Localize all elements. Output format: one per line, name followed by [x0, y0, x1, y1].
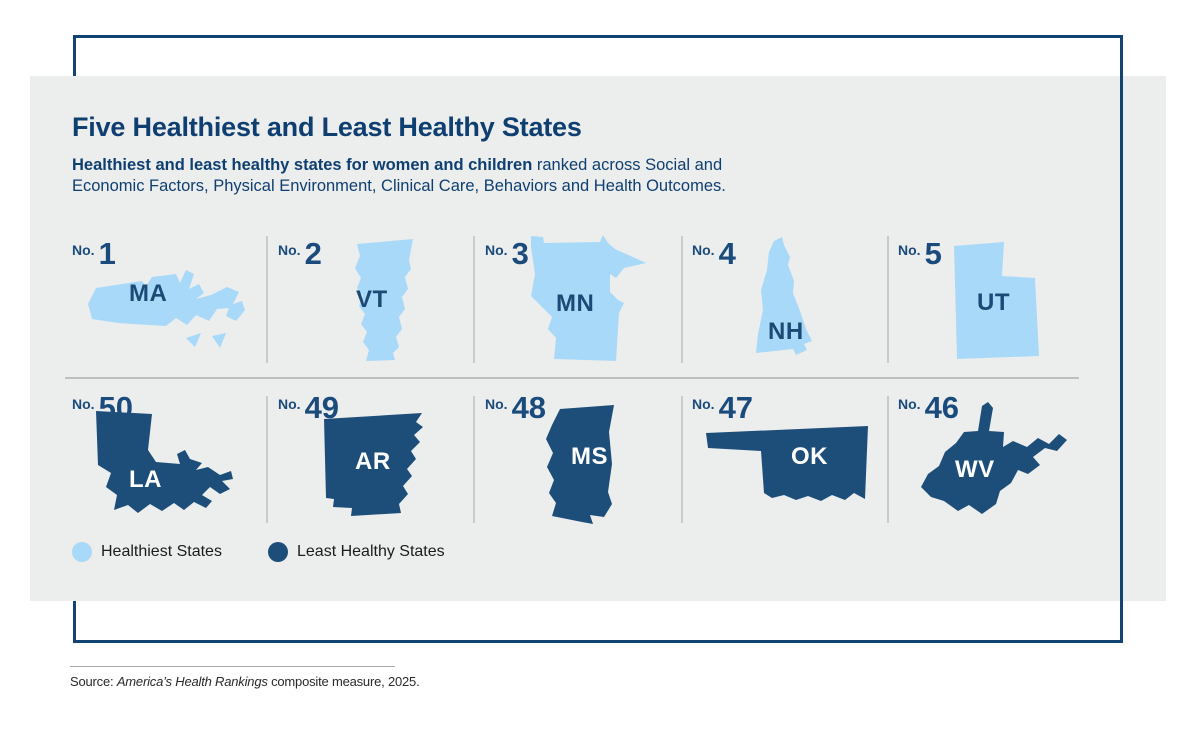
rank-number: 47	[718, 390, 754, 425]
massachusetts-map-icon	[88, 270, 245, 348]
state-abbr: VT	[356, 286, 388, 313]
source-prefix: Source:	[70, 674, 117, 689]
rank-prefix: No.	[898, 242, 921, 258]
column-divider	[266, 236, 268, 363]
frame-border-right	[1120, 35, 1123, 643]
rank-number: 1	[98, 236, 116, 271]
rank-label-4: No. 4	[692, 238, 736, 269]
source-divider	[70, 666, 395, 667]
rank-label-2: No. 2	[278, 238, 322, 269]
rank-prefix: No.	[485, 242, 508, 258]
state-shape-massachusetts: MA	[84, 262, 248, 360]
page-title: Five Healthiest and Least Healthy States	[72, 112, 582, 142]
state-abbr: AR	[355, 448, 391, 475]
state-shape-louisiana: LA	[85, 408, 235, 521]
state-abbr: OK	[791, 443, 828, 470]
column-divider	[887, 236, 889, 363]
rank-prefix: No.	[485, 396, 508, 412]
west-virginia-map-icon	[921, 402, 1067, 514]
state-abbr: UT	[977, 289, 1010, 316]
source-publication: America’s Health Rankings	[116, 674, 268, 689]
rank-number: 5	[924, 236, 942, 271]
rank-number: 49	[304, 390, 340, 425]
source-suffix: composite measure, 2025.	[267, 674, 420, 689]
rank-prefix: No.	[278, 396, 301, 412]
rank-number: 2	[304, 236, 322, 271]
state-shape-mississippi: MS	[538, 404, 626, 525]
arkansas-map-icon	[324, 413, 423, 516]
new-hampshire-map-icon	[756, 237, 812, 355]
vermont-map-icon	[355, 239, 413, 361]
rank-number: 48	[511, 390, 547, 425]
rank-prefix: No.	[72, 242, 95, 258]
source-note: Source: America’s Health Rankings compos…	[70, 674, 420, 689]
legend-item-healthiest: Healthiest States	[72, 542, 222, 562]
utah-map-icon	[954, 242, 1039, 359]
column-divider	[473, 236, 475, 363]
subtitle-bold-text: Healthiest and least healthy states for …	[72, 156, 533, 174]
rank-prefix: No.	[898, 396, 921, 412]
louisiana-map-icon	[96, 411, 233, 513]
column-divider	[473, 396, 475, 523]
rank-label-5: No. 5	[898, 238, 942, 269]
rank-label-46: No. 46	[898, 392, 959, 423]
rank-label-1: No. 1	[72, 238, 116, 269]
rank-label-49: No. 49	[278, 392, 339, 423]
rank-label-47: No. 47	[692, 392, 753, 423]
rank-label-48: No. 48	[485, 392, 546, 423]
rank-number: 3	[511, 236, 529, 271]
state-shape-west-virginia: WV	[912, 400, 1075, 525]
state-abbr: WV	[955, 456, 995, 483]
state-abbr: LA	[129, 466, 162, 493]
column-divider	[681, 396, 683, 523]
state-shape-minnesota: MN	[520, 234, 648, 364]
state-abbr: MA	[129, 280, 168, 307]
healthiest-legend-dot-icon	[72, 542, 92, 562]
mississippi-map-icon	[546, 405, 614, 524]
state-shape-arkansas: AR	[318, 410, 435, 520]
rank-number: 4	[718, 236, 736, 271]
state-shape-new-hampshire: NH	[743, 236, 821, 366]
legend-label: Least Healthy States	[297, 543, 445, 560]
rank-prefix: No.	[692, 242, 715, 258]
row-divider	[65, 377, 1079, 379]
column-divider	[681, 236, 683, 363]
state-abbr: MN	[556, 290, 595, 317]
subtitle-line2: Economic Factors, Physical Environment, …	[72, 176, 726, 195]
state-shape-utah: UT	[944, 240, 1041, 360]
least-healthy-legend-dot-icon	[268, 542, 288, 562]
column-divider	[266, 396, 268, 523]
minnesota-map-icon	[531, 235, 646, 361]
legend-label: Healthiest States	[101, 543, 222, 560]
page-subtitle: Healthiest and least healthy states for …	[72, 155, 892, 196]
rank-label-3: No. 3	[485, 238, 529, 269]
oklahoma-map-icon	[706, 426, 868, 501]
subtitle-rest-line1: ranked across Social and	[532, 156, 723, 174]
rank-number: 46	[924, 390, 960, 425]
legend-item-least-healthy: Least Healthy States	[268, 542, 445, 562]
state-shape-vermont: VT	[345, 238, 421, 362]
state-shape-oklahoma: OK	[703, 420, 871, 510]
rank-prefix: No.	[72, 396, 95, 412]
state-abbr: MS	[571, 443, 608, 470]
rank-prefix: No.	[692, 396, 715, 412]
rank-prefix: No.	[278, 242, 301, 258]
column-divider	[887, 396, 889, 523]
state-abbr: NH	[768, 318, 804, 345]
